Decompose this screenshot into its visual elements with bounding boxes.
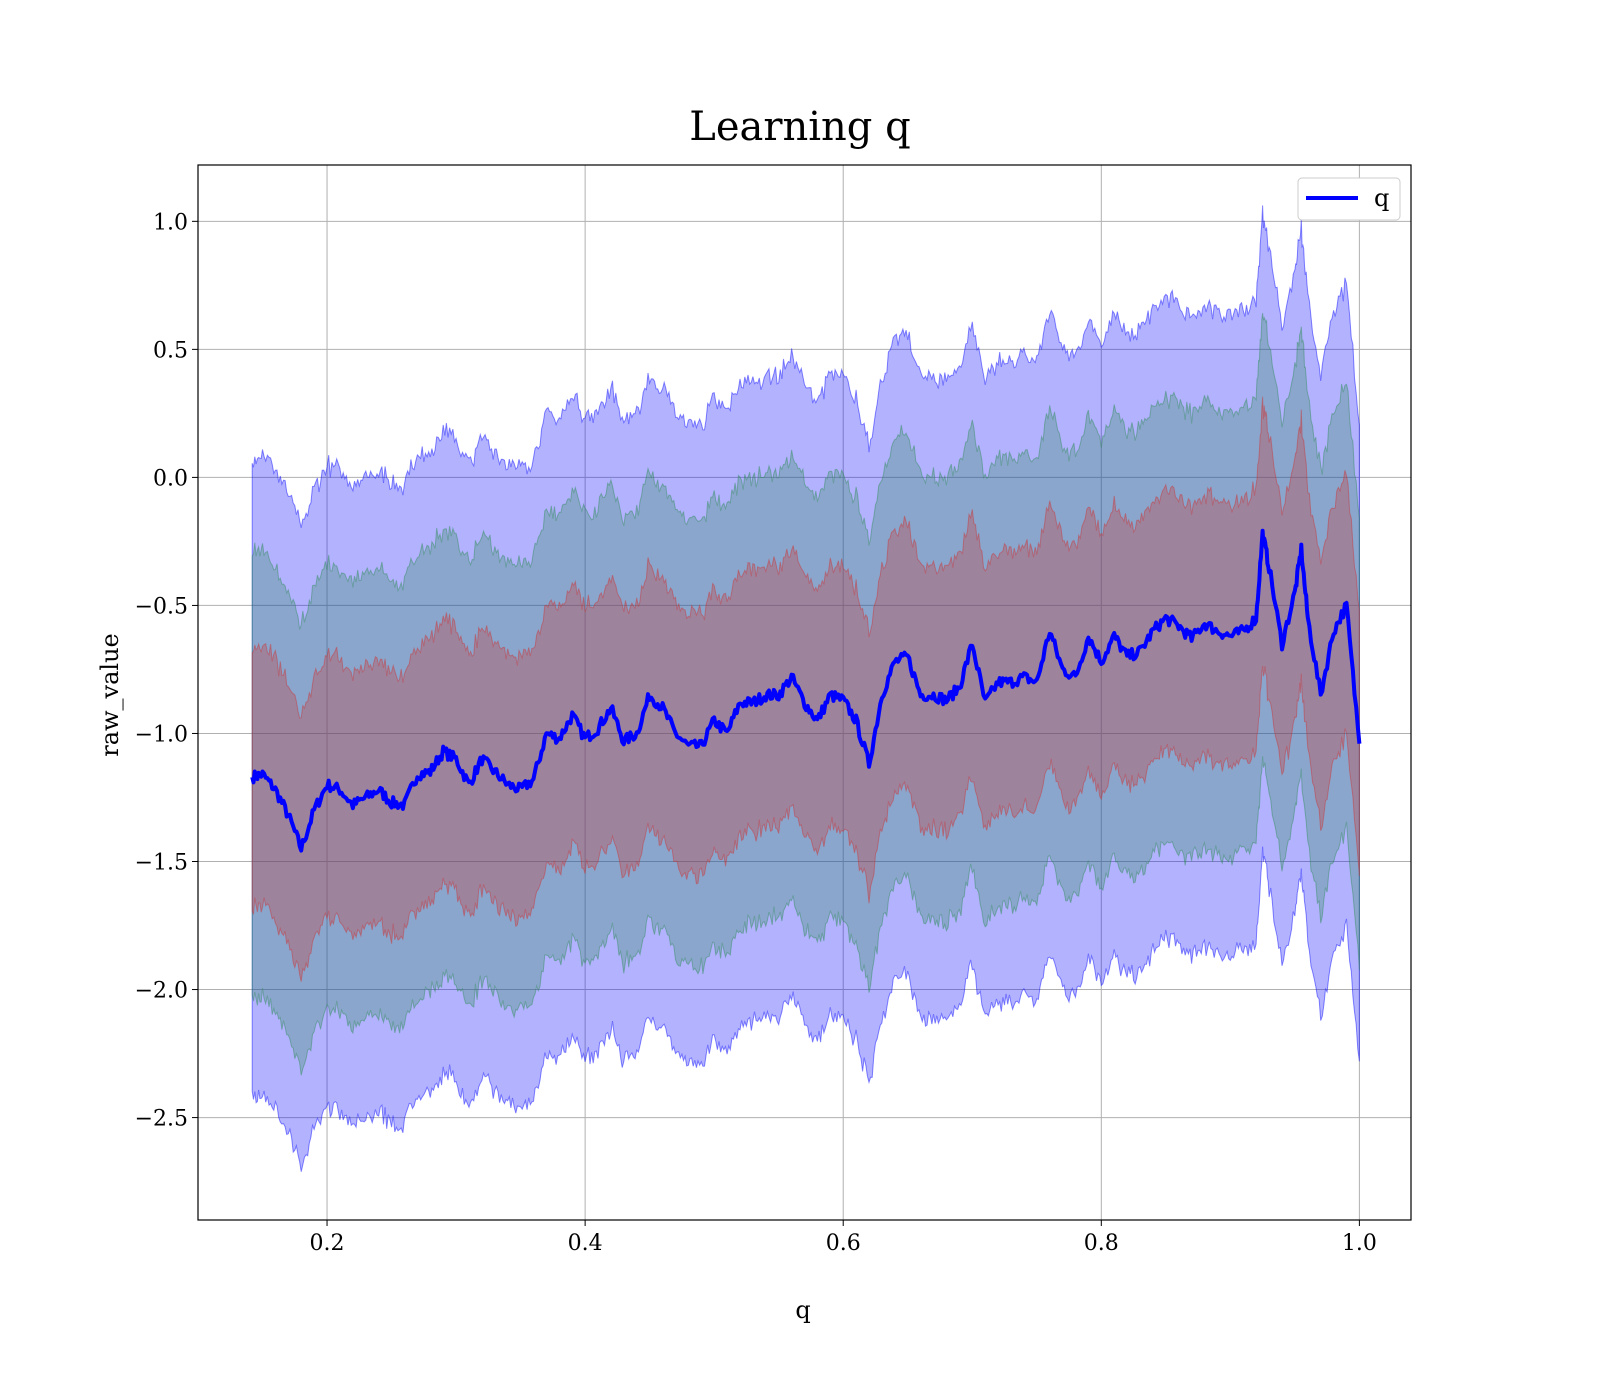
y-tick-label: −2.0 xyxy=(135,979,188,1004)
x-tick-label: 0.2 xyxy=(310,1231,345,1256)
x-tick-label: 0.8 xyxy=(1084,1231,1119,1256)
series-line-q xyxy=(250,528,1362,853)
y-axis-label: raw_value xyxy=(96,633,124,757)
x-tick-label: 0.4 xyxy=(568,1231,603,1256)
grid xyxy=(198,165,1411,1220)
x-tick-label: 0.6 xyxy=(826,1231,861,1256)
plot-frame xyxy=(197,164,1412,1221)
y-tick-label: −1.5 xyxy=(135,851,188,876)
legend-label-q: q xyxy=(1374,184,1389,212)
chart-title: Learning q xyxy=(689,104,910,150)
series-lines xyxy=(250,528,1362,853)
y-tick-label: 0.5 xyxy=(153,338,188,363)
y-tick-label: −1.0 xyxy=(135,722,188,747)
axis-ticks: 0.2 0.4 0.6 0.8 1.0 1.0 0.5 0.0 −0.5 −1.0 −1.5 −2.0… xyxy=(135,210,1377,1256)
y-tick-label: 0.0 xyxy=(153,466,188,491)
x-axis-label: q xyxy=(795,1296,810,1324)
y-tick-label: 1.0 xyxy=(153,210,188,235)
y-tick-label: −2.5 xyxy=(135,1107,188,1132)
confidence-band-2 xyxy=(251,312,1360,1076)
legend: q xyxy=(1297,177,1401,221)
confidence-band-3 xyxy=(251,396,1360,982)
uncertainty-bands xyxy=(251,205,1360,1172)
y-tick-label: −0.5 xyxy=(135,594,188,619)
confidence-band-1 xyxy=(251,205,1360,1172)
x-tick-label: 1.0 xyxy=(1342,1231,1377,1256)
